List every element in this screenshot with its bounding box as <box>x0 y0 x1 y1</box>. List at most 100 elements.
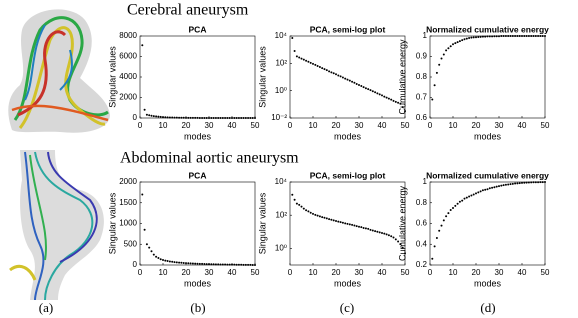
data-point <box>217 263 220 266</box>
data-point <box>514 182 517 185</box>
data-point <box>371 229 374 232</box>
chart-title: PCA, semi-log plot <box>310 170 386 180</box>
data-point <box>452 43 454 46</box>
data-point <box>159 115 162 118</box>
data-point <box>525 181 528 184</box>
panel-label: (c) <box>340 300 354 315</box>
data-point <box>399 243 402 246</box>
y-tick-label: 6000 <box>119 52 137 61</box>
data-point <box>353 224 356 227</box>
data-point <box>401 246 404 249</box>
data-point <box>323 68 326 71</box>
data-point <box>321 67 324 70</box>
data-point <box>166 260 169 263</box>
data-point <box>302 207 305 210</box>
data-point <box>175 261 178 264</box>
data-point <box>155 115 158 118</box>
y-tick-label: 10² <box>275 58 287 67</box>
data-point <box>404 110 406 113</box>
data-point <box>247 116 250 119</box>
data-point <box>244 116 247 119</box>
data-point <box>394 100 397 103</box>
data-point <box>189 262 192 265</box>
data-point <box>187 116 190 119</box>
data-point <box>390 98 393 101</box>
data-point <box>185 262 187 265</box>
data-point <box>449 209 452 212</box>
data-point <box>502 184 505 187</box>
data-point <box>205 116 208 119</box>
data-point <box>141 193 144 196</box>
data-point <box>210 263 213 266</box>
chart-title: Normalized cumulative energy <box>426 24 549 34</box>
data-point <box>367 88 370 91</box>
data-point <box>369 228 372 231</box>
abdominal-image <box>9 150 104 301</box>
data-point <box>224 116 227 119</box>
data-point <box>231 263 233 266</box>
data-point <box>318 215 321 218</box>
data-point <box>330 218 333 221</box>
data-point <box>465 37 468 40</box>
data-point <box>316 64 319 67</box>
cerebral-image <box>8 9 110 133</box>
y-tick-label: 0.9 <box>416 52 428 61</box>
data-point <box>185 116 187 119</box>
data-point <box>214 263 217 266</box>
data-point <box>376 92 379 95</box>
data-point <box>300 57 303 60</box>
plot-frame <box>289 181 406 266</box>
data-point <box>530 35 533 37</box>
data-point <box>212 116 215 119</box>
data-point <box>456 41 459 44</box>
x-tick-label: 30 <box>355 268 364 277</box>
data-point <box>318 65 321 68</box>
data-point <box>458 40 461 43</box>
data-point <box>470 36 473 39</box>
data-point <box>521 181 523 184</box>
y-tick-label: 0 <box>133 260 138 269</box>
x-tick-label: 10 <box>449 121 458 130</box>
data-point <box>348 79 351 82</box>
plot-frame <box>429 181 546 266</box>
y-tick-label: 500 <box>124 239 138 248</box>
data-point <box>155 255 158 258</box>
data-point <box>381 231 383 234</box>
data-point <box>527 35 530 37</box>
data-point <box>168 116 171 119</box>
data-point <box>217 116 220 119</box>
data-point <box>312 212 314 215</box>
data-point <box>392 99 395 102</box>
data-point <box>537 181 540 184</box>
row-title: Cerebral aneurysm <box>127 2 249 19</box>
data-point <box>468 195 471 198</box>
data-point <box>495 185 498 188</box>
x-tick-label: 0 <box>288 268 293 277</box>
data-point <box>362 86 365 89</box>
data-point <box>244 263 247 266</box>
data-point <box>355 225 358 228</box>
data-point <box>518 182 521 185</box>
x-tick-label: 20 <box>332 268 341 277</box>
panel-label: (a) <box>39 300 53 315</box>
data-point <box>463 38 466 41</box>
data-point <box>157 115 160 118</box>
x-tick-label: 0 <box>428 121 433 130</box>
data-point <box>539 35 542 37</box>
x-tick-label: 50 <box>251 121 260 130</box>
data-point <box>491 35 494 38</box>
data-point <box>470 194 473 197</box>
data-point <box>344 77 347 80</box>
data-point <box>433 245 436 248</box>
data-point <box>374 91 377 94</box>
data-point <box>383 95 386 98</box>
data-point <box>449 45 452 48</box>
data-point <box>312 62 314 65</box>
data-point <box>383 232 386 235</box>
data-point <box>488 35 491 38</box>
data-point <box>240 263 243 266</box>
data-point <box>445 215 448 218</box>
data-point <box>295 55 298 58</box>
x-tick-label: 30 <box>495 121 504 130</box>
data-point <box>337 74 340 77</box>
